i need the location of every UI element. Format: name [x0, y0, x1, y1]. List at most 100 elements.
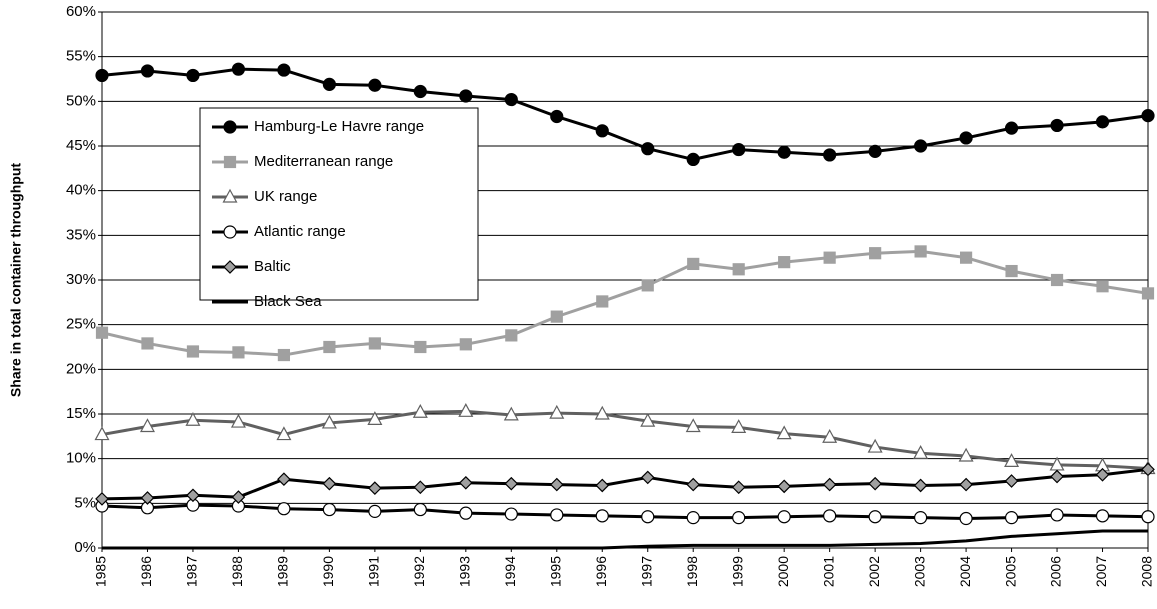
- marker: [222, 188, 238, 203]
- x-tick-label: 1995: [547, 556, 563, 587]
- y-tick-label: 40%: [66, 182, 96, 199]
- marker: [230, 413, 246, 428]
- marker: [95, 492, 109, 506]
- x-tick-label: 1989: [275, 556, 291, 587]
- marker: [959, 131, 973, 145]
- marker: [550, 109, 564, 124]
- marker: [777, 479, 792, 494]
- marker: [776, 425, 792, 440]
- marker: [641, 279, 654, 292]
- marker: [732, 263, 745, 276]
- x-tick-label: 2000: [775, 556, 791, 587]
- marker: [640, 470, 655, 485]
- marker: [413, 84, 427, 99]
- x-tick-label: 1992: [411, 556, 427, 587]
- series-line: [101, 249, 1149, 357]
- marker: [732, 511, 746, 525]
- marker: [686, 477, 701, 492]
- marker: [186, 68, 200, 83]
- legend-label: Mediterranean range: [254, 153, 393, 170]
- marker: [368, 481, 382, 495]
- marker: [223, 120, 237, 134]
- x-tick-label: 1999: [729, 556, 745, 587]
- y-tick-label: 20%: [66, 360, 96, 377]
- marker: [458, 475, 473, 490]
- marker: [869, 247, 882, 260]
- marker: [276, 426, 292, 441]
- series-line: [101, 503, 1149, 521]
- marker: [223, 225, 237, 239]
- series-line: [101, 409, 1149, 470]
- marker: [1004, 453, 1020, 467]
- marker: [549, 477, 564, 492]
- x-tick-label: 2007: [1093, 556, 1109, 587]
- y-tick-label: 5%: [74, 494, 96, 511]
- marker: [823, 509, 837, 523]
- marker: [686, 152, 700, 166]
- marker: [277, 63, 291, 77]
- marker: [186, 345, 200, 358]
- y-tick-label: 50%: [66, 92, 96, 109]
- marker: [777, 145, 791, 159]
- marker: [368, 337, 381, 350]
- marker: [322, 502, 336, 517]
- marker: [958, 447, 974, 462]
- marker: [868, 476, 882, 491]
- y-tick-label: 10%: [66, 450, 96, 467]
- marker: [223, 260, 237, 274]
- marker: [505, 329, 518, 342]
- x-tick-label: 1991: [366, 556, 382, 587]
- marker: [1050, 469, 1064, 484]
- marker: [868, 510, 882, 524]
- x-tick-label: 1986: [138, 556, 154, 587]
- legend-label: Black Sea: [254, 293, 322, 310]
- marker: [1141, 109, 1155, 123]
- marker: [95, 326, 109, 339]
- y-axis-label: Share in total container throughput: [8, 163, 24, 397]
- marker: [322, 77, 336, 91]
- marker: [823, 148, 837, 162]
- marker: [550, 310, 563, 323]
- marker: [323, 340, 336, 354]
- x-tick-label: 2006: [1048, 556, 1064, 587]
- marker: [687, 257, 700, 271]
- marker: [185, 411, 201, 426]
- marker: [959, 477, 973, 492]
- x-tick-label: 2001: [820, 556, 836, 587]
- marker: [1095, 509, 1110, 523]
- y-tick-label: 55%: [66, 48, 96, 65]
- marker: [1050, 273, 1064, 287]
- marker: [595, 124, 609, 138]
- marker: [413, 502, 427, 517]
- y-tick-label: 25%: [66, 316, 96, 333]
- marker: [550, 508, 564, 522]
- marker: [140, 491, 155, 505]
- marker: [1004, 511, 1019, 525]
- marker: [139, 418, 155, 433]
- x-tick-label: 1987: [184, 556, 200, 587]
- marker: [822, 428, 838, 443]
- marker: [1050, 118, 1064, 133]
- marker: [867, 438, 883, 453]
- marker: [822, 477, 837, 492]
- marker: [503, 406, 519, 421]
- x-tick-label: 1990: [320, 556, 336, 587]
- marker: [223, 155, 237, 169]
- marker: [823, 251, 836, 264]
- series-line: [101, 67, 1149, 161]
- x-tick-label: 1994: [502, 556, 518, 587]
- marker: [412, 403, 428, 418]
- marker: [913, 478, 928, 493]
- marker: [1095, 115, 1110, 129]
- y-tick-label: 15%: [66, 405, 96, 422]
- marker: [595, 478, 610, 493]
- marker: [914, 511, 928, 525]
- marker: [686, 511, 700, 525]
- marker: [549, 404, 565, 419]
- x-tick-label: 1985: [93, 556, 109, 587]
- marker: [368, 78, 382, 92]
- marker: [595, 509, 609, 523]
- marker: [1004, 474, 1019, 488]
- marker: [685, 418, 701, 433]
- marker: [95, 68, 109, 83]
